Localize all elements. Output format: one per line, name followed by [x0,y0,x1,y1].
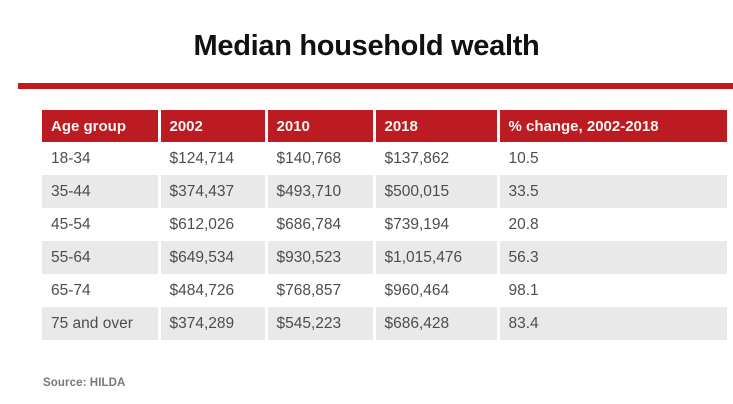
table-cell: 20.8 [496,208,727,241]
column-header-2010: 2010 [264,110,374,142]
table-cell: $768,857 [264,274,374,307]
table-cell: 35-44 [42,175,159,208]
table-cell: 65-74 [51,281,91,299]
table-cell: $500,015 [372,175,498,208]
table-cell: $930,523 [264,241,374,274]
table-cell: $140,768 [264,142,374,175]
table-row: 18-34 $124,714 $140,768 $137,862 10.5 [42,142,727,175]
table-row: 45-54 $612,026 $686,784 $739,194 20.8 [42,208,727,241]
wealth-table: Age group 2002 2010 2018 % change, 2002-… [42,110,727,340]
page-title: Median household wealth [193,30,540,63]
title-divider-rule [18,83,733,89]
table-cell: 55-64 [42,241,159,274]
column-header-pct-change: % change, 2002-2018 [496,110,727,142]
table-cell: $124,714 [157,142,266,175]
table-cell: $686,784 [264,208,374,241]
source-note: Source: HILDA [43,377,126,389]
table-cell: $493,710 [264,175,374,208]
table-cell: 83.4 [496,307,727,340]
column-header-2018: 2018 [372,110,498,142]
table-cell: 33.5 [496,175,727,208]
table-cell: 75 and over [42,307,159,340]
table-header-row: Age group 2002 2010 2018 % change, 2002-… [42,110,727,142]
table-cell: $137,862 [372,142,498,175]
table-cell: $545,223 [264,307,374,340]
table-cell: 45-54 [51,215,91,233]
table-cell: $686,428 [372,307,498,340]
table-cell: 18-34 [51,149,91,167]
table-cell: $374,437 [157,175,266,208]
wealth-table-container: Age group 2002 2010 2018 % change, 2002-… [42,110,727,340]
table-cell: $739,194 [372,208,498,241]
table-cell: $1,015,476 [372,241,498,274]
table-cell: 98.1 [496,274,727,307]
table-cell: $612,026 [157,208,266,241]
column-header-age-group: Age group [42,110,159,142]
table-cell: $484,726 [157,274,266,307]
table-cell: $960,464 [372,274,498,307]
table-row: 55-64 $649,534 $930,523 $1,015,476 56.3 [42,241,727,274]
column-header-2002: 2002 [157,110,266,142]
table-cell: $374,289 [157,307,266,340]
table-cell: 10.5 [496,142,727,175]
table-row: 75 and over $374,289 $545,223 $686,428 8… [42,307,727,340]
table-row: 35-44 $374,437 $493,710 $500,015 33.5 [42,175,727,208]
table-row: 65-74 $484,726 $768,857 $960,464 98.1 [42,274,727,307]
table-cell: $649,534 [157,241,266,274]
table-cell: 56.3 [496,241,727,274]
